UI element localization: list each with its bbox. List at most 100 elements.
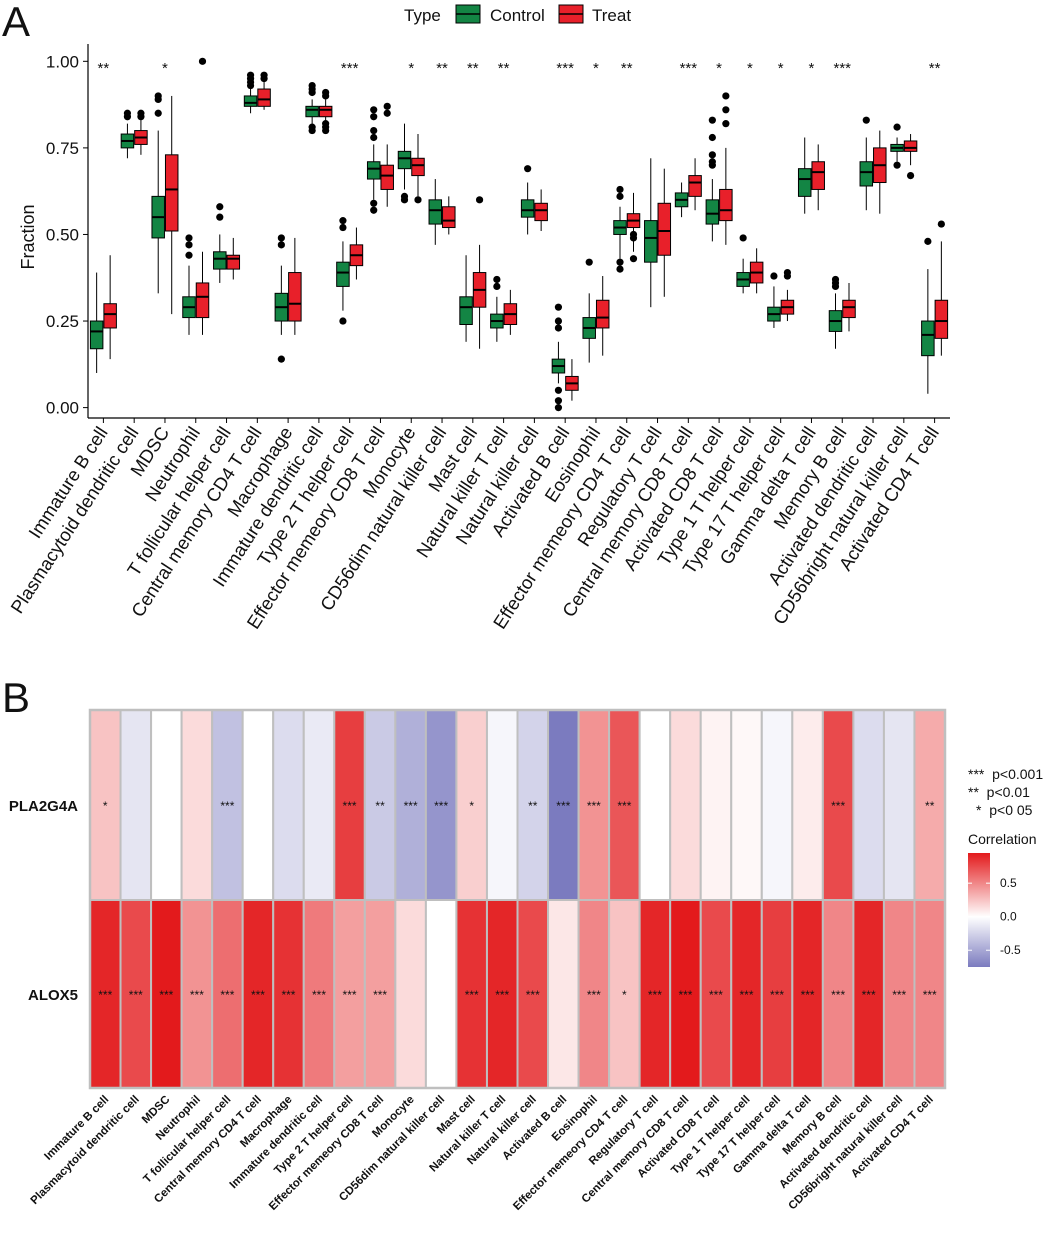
cell-significance: *** [404,799,418,813]
box-treat [472,196,487,349]
box-body [305,105,319,118]
box-body [934,299,949,339]
row-label: PLA2G4A [9,798,78,815]
heatmap-cell [363,899,397,1089]
box-control [490,275,504,342]
outlier-point [708,158,716,166]
box-body [89,320,104,350]
box-control [674,182,689,218]
heatmap-cell [302,709,336,901]
box-treat [595,276,610,356]
significance-label: *** [833,60,851,77]
box-body [859,161,874,187]
outlier-point [322,120,330,128]
outlier-point [277,241,285,249]
y-tick-label: 0.75 [46,139,79,158]
box-control [120,109,135,159]
heatmap-cell [791,709,824,901]
heatmap-cell [272,899,305,1089]
outlier-point [246,71,255,79]
box-body [366,161,381,180]
heatmap-cell [241,899,275,1089]
significance-label: * [162,60,168,77]
box-control [828,275,843,349]
heatmap-cell [211,899,244,1089]
box-body [288,272,302,322]
outlier-point [722,92,730,100]
box-body [243,95,258,107]
outlier-point [554,303,563,311]
heatmap-cell [485,899,519,1089]
outlier-point [198,57,207,65]
box-treat [134,109,148,155]
heatmap-cell [455,899,488,1089]
sig-legend-line-3: * p<0 05 [976,802,1033,818]
cell-significance: *** [831,799,845,813]
panel-a-label: A [2,0,30,45]
significance-label: * [778,60,784,77]
heatmap-cell [547,899,580,1089]
box-control [582,258,596,363]
box-body [213,251,227,270]
cell-significance: *** [159,988,173,1002]
sig-legend-line-2: ** p<0.01 [968,784,1030,800]
heatmap-cell [760,709,794,901]
heatmap-cell [241,709,275,901]
cell-significance: *** [831,988,845,1002]
row-label: ALOX5 [28,987,78,1004]
panel-b-label: B [2,674,30,721]
box-control [551,303,566,412]
box-body [520,199,535,218]
outlier-point [123,109,132,117]
box-body [534,202,548,222]
box-treat [749,248,764,294]
significance-label: * [809,60,815,77]
outlier-point [554,404,563,412]
outlier-point [739,234,747,242]
significance-label: ** [929,60,941,77]
box-control [274,234,289,363]
box-body [380,164,394,190]
outlier-point [554,317,563,325]
outlier-point [783,268,792,277]
box-body [257,88,271,107]
box-control [644,158,658,308]
box-body [797,168,812,197]
box-treat [565,359,579,401]
outlier-point [216,213,224,221]
cell-significance: *** [129,988,143,1002]
outlier-point [616,192,624,200]
heatmap-border [88,708,947,1090]
outlier-point [554,324,563,332]
box-control [182,234,196,335]
outlier-point [585,258,593,266]
box-control [366,106,381,214]
box-control [859,116,874,211]
heatmap-cell [608,899,641,1089]
colorbar-legend: Correlation 0.5 0.0 -0.5 [968,831,1036,967]
box-body [411,157,425,177]
cell-significance: *** [98,988,112,1002]
outlier-point [154,92,162,100]
heatmap-cell [638,899,672,1089]
box-body [103,303,117,329]
box-control [705,116,720,242]
box-control [89,272,104,373]
heatmap-cell [669,899,702,1089]
cell-significance: * [469,799,474,813]
significance-label: * [408,60,414,77]
box-treat [688,158,702,211]
legend-label-control: Control [490,6,545,25]
outlier-point [862,116,870,124]
outlier-point [708,133,716,142]
box-treat [442,196,456,235]
cell-significance: *** [892,988,906,1002]
box-control [397,123,412,204]
box-control [151,92,165,294]
cell-significance: *** [709,988,723,1002]
legend-panel-a: Type Control Treat [404,4,631,25]
heatmap-cell [302,899,336,1089]
heatmap-cell [180,709,214,901]
